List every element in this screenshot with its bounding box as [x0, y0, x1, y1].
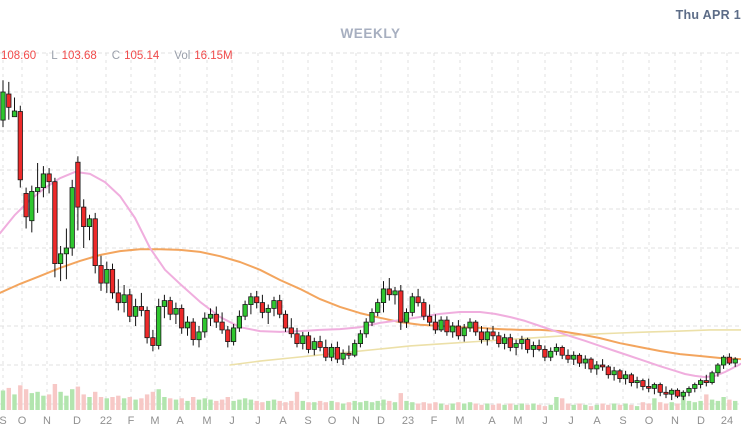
svg-text:S: S [619, 415, 626, 427]
svg-text:F: F [128, 415, 135, 427]
svg-text:A: A [593, 415, 601, 427]
high-value: 108.60 [1, 50, 37, 62]
svg-text:J: J [542, 415, 548, 427]
svg-text:M: M [150, 415, 159, 427]
svg-text:J: J [568, 415, 574, 427]
svg-text:F: F [431, 415, 438, 427]
date-label: Thu APR 1 [675, 8, 741, 22]
svg-text:N: N [671, 415, 679, 427]
svg-text:O: O [18, 415, 27, 427]
svg-text:J: J [229, 415, 235, 427]
low-label: L [51, 50, 58, 62]
svg-text:N: N [43, 415, 51, 427]
svg-text:22: 22 [100, 415, 112, 427]
svg-text:J: J [255, 415, 261, 427]
svg-text:M: M [513, 415, 522, 427]
svg-text:M: M [202, 415, 211, 427]
svg-text:A: A [176, 415, 184, 427]
svg-text:D: D [697, 415, 705, 427]
svg-text:S: S [0, 415, 7, 427]
svg-text:M: M [455, 415, 464, 427]
svg-text:S: S [304, 415, 311, 427]
svg-text:A: A [279, 415, 287, 427]
close-label: C [111, 50, 121, 62]
svg-text:23: 23 [402, 415, 414, 427]
volume-label: Vol [174, 50, 191, 62]
svg-text:O: O [328, 415, 337, 427]
close-value: 105.14 [124, 50, 160, 62]
svg-text:O: O [645, 415, 654, 427]
low-value: 103.68 [61, 50, 97, 62]
svg-text:A: A [488, 415, 496, 427]
ohlc-readout: 108.60 L 103.68 C 105.14 Vol 16.15M [1, 50, 233, 62]
volume-value: 16.15M [194, 50, 233, 62]
svg-text:D: D [73, 415, 81, 427]
svg-text:24: 24 [721, 415, 733, 427]
chart-title: WEEKLY [340, 26, 401, 41]
svg-text:D: D [377, 415, 385, 427]
svg-text:N: N [352, 415, 360, 427]
